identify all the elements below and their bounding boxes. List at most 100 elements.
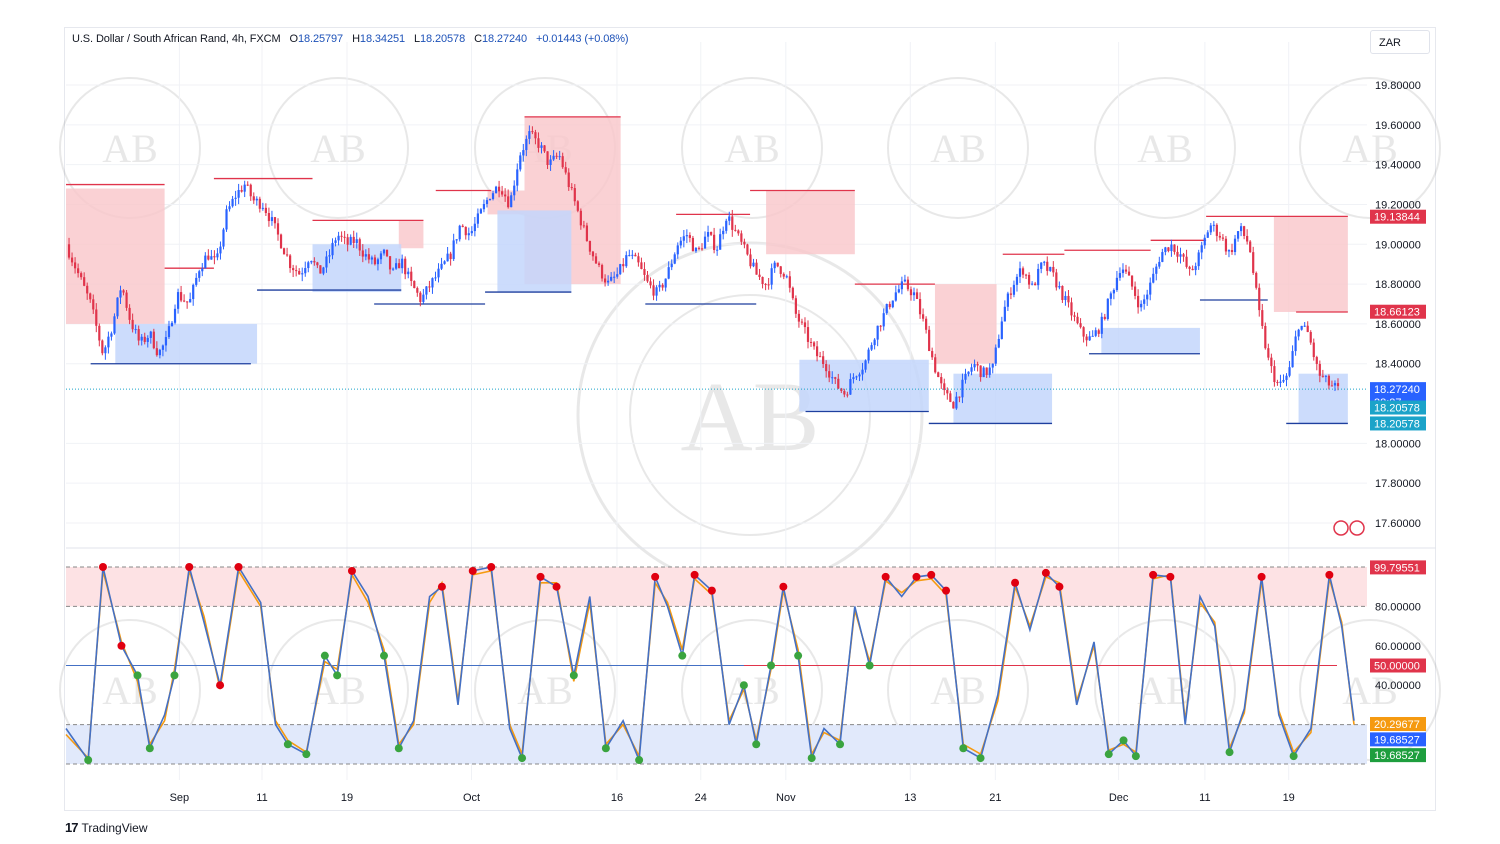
candle-body bbox=[931, 351, 934, 358]
candle-body bbox=[991, 363, 994, 368]
candle-body bbox=[89, 293, 92, 300]
candle-body bbox=[513, 185, 516, 196]
candle-body bbox=[504, 194, 507, 197]
candle-body bbox=[467, 233, 470, 236]
candle-body bbox=[1094, 330, 1097, 336]
candle-body bbox=[310, 261, 313, 263]
candle-body bbox=[685, 235, 688, 237]
za-flag-icon bbox=[1349, 520, 1365, 536]
candle-body bbox=[682, 236, 685, 241]
candle-body bbox=[522, 150, 525, 156]
candle-body bbox=[1318, 363, 1321, 376]
candle-body bbox=[1097, 330, 1100, 334]
candle-body bbox=[1279, 381, 1282, 383]
candle-body bbox=[1273, 366, 1276, 383]
candle-body bbox=[943, 383, 946, 391]
candle-body bbox=[1309, 332, 1312, 343]
candle-body bbox=[158, 349, 161, 356]
candle-body bbox=[658, 284, 661, 288]
candle-body bbox=[143, 336, 146, 342]
candle-body bbox=[237, 189, 240, 198]
time-axis-tick: 16 bbox=[611, 792, 623, 804]
candle-body bbox=[1103, 316, 1106, 320]
supply-zone bbox=[934, 284, 997, 364]
candle-body bbox=[1233, 238, 1237, 253]
candle-body bbox=[473, 223, 476, 232]
stoch-signal-dot bbox=[1149, 570, 1158, 579]
supply-zone bbox=[398, 220, 424, 249]
candle-body bbox=[800, 321, 804, 323]
candle-body bbox=[1288, 367, 1291, 376]
candle-body bbox=[461, 225, 464, 227]
candle-body bbox=[134, 329, 137, 331]
candle-body bbox=[897, 289, 900, 293]
stoch-signal-dot bbox=[170, 671, 179, 680]
candle-body bbox=[788, 276, 791, 288]
candle-body bbox=[755, 262, 758, 275]
candle-body bbox=[834, 377, 837, 379]
candle-body bbox=[325, 256, 328, 268]
candle-body bbox=[1176, 251, 1179, 257]
candle-body bbox=[1018, 268, 1022, 277]
candle-body bbox=[255, 198, 258, 201]
candle-body bbox=[494, 186, 498, 194]
candle-body bbox=[528, 131, 531, 139]
candle-body bbox=[1312, 342, 1315, 358]
stoch-signal-dot bbox=[635, 756, 644, 765]
candle-body bbox=[1200, 245, 1203, 253]
candle-body bbox=[176, 292, 180, 309]
candle-body bbox=[1294, 336, 1297, 352]
candle-body bbox=[183, 300, 186, 302]
candle-body bbox=[961, 379, 964, 398]
candle-body bbox=[189, 299, 192, 303]
candle-body bbox=[1155, 266, 1158, 274]
symbol-header: U.S. Dollar / South African Rand, 4h, FX… bbox=[72, 33, 629, 45]
demand-zone bbox=[953, 373, 1053, 424]
tradingview-logo[interactable]: 17 TradingView bbox=[65, 820, 148, 835]
candle-body bbox=[319, 265, 322, 274]
candle-body bbox=[743, 241, 746, 245]
candle-body bbox=[534, 132, 537, 139]
candle-body bbox=[1073, 315, 1076, 317]
candle-body bbox=[1224, 238, 1228, 252]
demand-zone bbox=[1298, 373, 1348, 424]
candle-body bbox=[1212, 224, 1215, 226]
supply-zone bbox=[66, 188, 165, 324]
candle-body bbox=[652, 285, 655, 296]
candle-body bbox=[379, 253, 383, 260]
candle-body bbox=[994, 347, 997, 364]
candle-body bbox=[713, 234, 716, 250]
price-axis-tick: 19.60000 bbox=[1375, 120, 1421, 132]
candle-body bbox=[519, 155, 522, 170]
candle-body bbox=[395, 263, 398, 269]
candle-body bbox=[1006, 293, 1009, 307]
candle-body bbox=[697, 247, 701, 249]
candle-body bbox=[949, 393, 952, 402]
candle-body bbox=[225, 209, 228, 230]
tradingview-logo-text: TradingView bbox=[81, 820, 148, 835]
candle-body bbox=[146, 337, 149, 342]
symbol-title[interactable]: U.S. Dollar / South African Rand, 4h, FX… bbox=[72, 33, 281, 45]
candle-body bbox=[1230, 250, 1234, 253]
candle-body bbox=[246, 184, 249, 186]
candle-body bbox=[997, 338, 1000, 348]
candle-body bbox=[625, 255, 628, 267]
candle-body bbox=[243, 184, 246, 192]
candle-body bbox=[267, 213, 271, 222]
stoch-signal-dot bbox=[865, 661, 874, 670]
stoch-signal-dot bbox=[752, 740, 761, 749]
candle-body bbox=[361, 250, 364, 257]
candle-body bbox=[179, 292, 183, 301]
price-axis-tick: 19.20000 bbox=[1375, 199, 1421, 211]
time-axis-tick: 24 bbox=[695, 792, 707, 804]
currency-button[interactable]: ZAR bbox=[1370, 30, 1430, 54]
candle-body bbox=[1118, 273, 1122, 278]
high-value: 18.34251 bbox=[359, 33, 406, 45]
watermark-seal bbox=[267, 77, 409, 219]
candle-body bbox=[1040, 262, 1043, 269]
stoch-signal-dot bbox=[380, 651, 388, 660]
stoch-signal-dot bbox=[302, 750, 311, 759]
stoch-label-box bbox=[1370, 658, 1426, 673]
close-label: C bbox=[474, 33, 482, 45]
